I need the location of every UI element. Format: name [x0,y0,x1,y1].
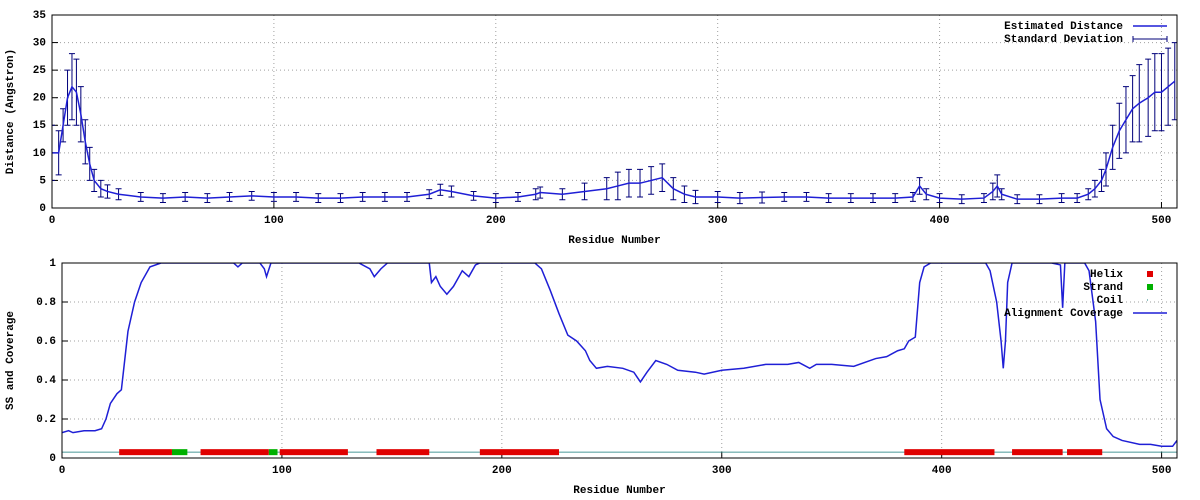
ss-band [119,449,172,456]
y-tick-label: 0 [49,453,56,465]
legend-key [1147,299,1148,301]
y-tick-label: 25 [33,65,47,77]
data-line [52,80,1176,200]
legend-label: Estimated Distance [1004,21,1123,33]
y-tick-label: 20 [33,93,46,105]
x-tick-label: 100 [264,215,284,227]
legend-key [1132,36,1168,42]
x-axis-label: Residue Number [568,235,660,247]
x-tick-label: 0 [59,465,66,477]
ss-band [62,451,1177,453]
ss-band [376,449,430,456]
plot-area [62,263,1177,456]
data-line [62,263,1177,448]
ss-band [479,449,560,456]
ss-band [200,449,269,456]
error-bar [52,124,55,181]
y-tick-label: 0 [39,203,46,215]
chart: 0 5 10 15 20 25 30 35 0 100 200 300 400 500 Residue Nu… [5,10,1178,247]
ss-band [171,449,188,456]
y-tick-label: 0.4 [36,375,56,387]
y-tick-label: 15 [33,120,47,132]
plot-frame [61,262,1178,459]
y-tick-label: 35 [33,10,47,22]
ss-band [1067,449,1103,456]
x-tick-label: 0 [49,215,56,227]
x-tick-label: 300 [712,465,732,477]
y-tick-label: 0.6 [36,336,56,348]
y-axis-label: Distance (Angstron) [5,49,17,174]
x-tick-label: 100 [272,465,292,477]
ss-band [279,449,348,456]
legend-label: Standard Deviation [1004,34,1123,46]
y-tick-label: 5 [39,175,46,187]
ss-band [268,449,278,456]
x-tick-label: 400 [932,465,952,477]
legend-key [1147,284,1153,290]
legend-key [1147,271,1153,277]
y-axis-label: SS and Coverage [5,311,17,410]
x-tick-label: 500 [1152,215,1172,227]
legend-label: Helix [1090,269,1123,281]
x-tick-label: 400 [930,215,950,227]
y-tick-label: 0.2 [36,414,56,426]
ss-band [904,449,995,456]
x-tick-label: 500 [1152,465,1172,477]
y-tick-label: 30 [33,37,46,49]
chart: 0 0.2 0.4 0.6 0.8 1 0 100 200 300 400 500 Residue Nu… [5,258,1178,497]
legend-label: Coil [1097,295,1124,307]
y-tick-label: 10 [33,148,46,160]
y-tick-label: 0.8 [36,297,56,309]
x-tick-label: 200 [492,465,512,477]
ss-band [1012,449,1063,456]
plot-frame [51,14,1178,209]
x-tick-label: 200 [486,215,506,227]
x-axis-label: Residue Number [573,485,665,497]
x-tick-label: 300 [708,215,728,227]
y-tick-label: 1 [49,258,56,270]
legend-label: Strand [1083,282,1123,294]
legend-label: Alignment Coverage [1004,308,1123,320]
